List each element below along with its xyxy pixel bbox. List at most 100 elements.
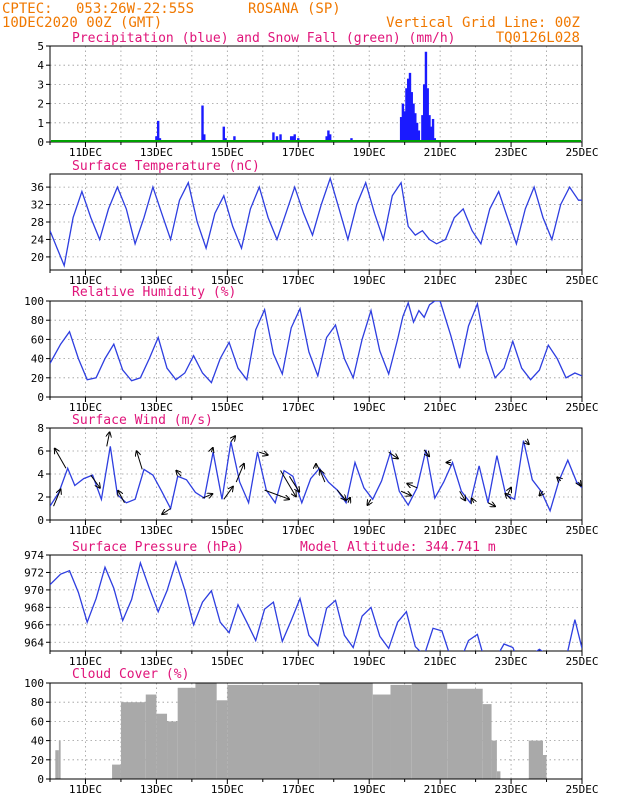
humidity-xtick-label: 17DEC — [282, 401, 315, 414]
temperature-ytick-label: 24 — [31, 233, 45, 246]
cloud-xtick-label: 15DEC — [211, 783, 244, 796]
wind-vector — [407, 484, 418, 488]
humidity-panel-title: Relative Humidity (%) — [72, 285, 236, 300]
precip-bar — [272, 132, 275, 142]
wind-vector — [107, 432, 110, 447]
cloud-xtick-label: 23DEC — [495, 783, 528, 796]
wind-vector — [259, 452, 267, 455]
wind-xtick-label: 13DEC — [140, 524, 173, 537]
humidity-ytick-label: 80 — [31, 314, 44, 327]
wind-xtick-label: 23DEC — [495, 524, 528, 537]
cloud-bar — [58, 740, 61, 779]
humidity-xtick-label: 13DEC — [140, 401, 173, 414]
temperature-xtick-label: 23DEC — [495, 274, 528, 287]
temperature-series-line — [50, 176, 582, 268]
cloud-bar — [167, 721, 178, 779]
temperature-ytick-label: 32 — [31, 199, 44, 212]
temperature-xtick-label: 11DEC — [69, 274, 102, 287]
temperature-xtick-label: 17DEC — [282, 274, 315, 287]
pressure-ytick-label: 966 — [24, 619, 44, 632]
precip-bar — [291, 136, 295, 142]
humidity-ytick-label: 60 — [31, 333, 44, 346]
temperature-ytick-label: 28 — [31, 216, 44, 229]
precip-bar — [156, 120, 160, 142]
wind-vector — [223, 487, 233, 500]
wind-vector — [176, 471, 181, 477]
wind-vector — [508, 488, 512, 495]
wind-ytick-label: 6 — [37, 445, 44, 458]
wind-frame — [49, 427, 583, 521]
cloud-ytick-label: 100 — [24, 677, 44, 690]
humidity-panel: 0 20 40 60 80 100 11DEC 13DEC 15DEC 17DEC 19DEC 21D… — [24, 295, 598, 414]
cloud-xtick-label: 11DEC — [69, 783, 102, 796]
precip-bar — [410, 92, 413, 142]
humidity-frame — [49, 300, 583, 398]
precip-bar — [201, 105, 204, 142]
wind-vector — [472, 499, 474, 503]
precip-xtick-label: 17DEC — [282, 146, 315, 159]
cloud-bar — [177, 687, 196, 779]
precip-bar — [408, 72, 412, 142]
cloud-frame — [49, 682, 583, 780]
precip-ytick-label: 1 — [37, 117, 44, 130]
cloud-bar — [447, 688, 483, 779]
temperature-xtick-label: 19DEC — [353, 274, 386, 287]
precip-ytick-label: 0 — [37, 136, 44, 149]
wind-vector — [505, 494, 512, 500]
precip-bar — [399, 117, 403, 142]
cloud-bar — [227, 684, 320, 779]
pressure-ytick-label: 968 — [24, 601, 44, 614]
precip-xtick-label: 23DEC — [495, 146, 528, 159]
cloud-bar — [390, 684, 412, 779]
cloud-bar — [482, 704, 492, 779]
precip-xtick-label: 21DEC — [424, 146, 457, 159]
wind-xtick-label: 25DEC — [565, 524, 598, 537]
chart-panels: 0 1 2 3 4 5 11DEC 13DEC 15DEC 17DEC 19DEC 21DEC 23DE… — [24, 40, 598, 796]
precip-bar — [279, 134, 282, 142]
run-label: 10DEC2020 00Z (GMT) — [2, 15, 162, 31]
pressure-ytick-label: 970 — [24, 584, 44, 597]
wind-vector — [288, 476, 299, 491]
precip-bar — [431, 118, 435, 142]
wind-xtick-label: 17DEC — [282, 524, 315, 537]
wind-series-line — [50, 440, 582, 513]
cloud-xtick-label: 21DEC — [424, 783, 457, 796]
wind-vector — [525, 441, 529, 445]
temperature-frame — [49, 173, 583, 271]
cloud-ytick-label: 60 — [31, 715, 44, 728]
humidity-xtick-label: 25DEC — [565, 401, 598, 414]
precip-panel-title: Precipitation (blue) and Snow Fall (gree… — [72, 31, 456, 46]
temperature-xtick-label: 21DEC — [424, 274, 457, 287]
pressure-xtick-label: 17DEC — [282, 655, 315, 668]
cloud-bar — [195, 683, 217, 779]
precip-bar — [405, 88, 408, 142]
pressure-xtick-label: 23DEC — [495, 655, 528, 668]
wind-xtick-label: 15DEC — [211, 524, 244, 537]
humidity-xtick-label: 15DEC — [211, 401, 244, 414]
cloud-panel-title: Cloud Cover (%) — [72, 667, 189, 682]
wind-vector — [459, 490, 466, 500]
cloud-bar — [319, 683, 373, 779]
wind-vector — [367, 499, 371, 505]
wind-panel: 0 2 4 6 8 11DEC 13DEC 15DEC 17DEC 19DEC 21DEC 23DEC… — [37, 422, 598, 537]
precip-bar — [328, 134, 332, 142]
pressure-frame — [49, 554, 583, 652]
cloud-bar — [112, 764, 121, 779]
precip-bar — [407, 78, 410, 142]
precip-bar — [325, 136, 328, 142]
humidity-xtick-label: 21DEC — [424, 401, 457, 414]
wind-vector — [137, 451, 143, 470]
cloud-xtick-label: 13DEC — [140, 783, 173, 796]
wind-vector — [90, 474, 100, 488]
humidity-ytick-label: 20 — [31, 372, 44, 385]
temperature-panel-title: Surface Temperature (nC) — [72, 159, 260, 174]
model-altitude-label: Model Altitude: 344.741 m — [300, 540, 496, 555]
cloud-bar — [528, 740, 543, 779]
pressure-series-line — [50, 559, 582, 651]
precip-bar — [412, 103, 415, 142]
precip-bar — [401, 103, 405, 142]
station-label: ROSANA (SP) — [248, 1, 341, 17]
cloud-bar — [542, 755, 547, 779]
pressure-xtick-label: 13DEC — [140, 655, 173, 668]
wind-vector — [557, 477, 561, 481]
